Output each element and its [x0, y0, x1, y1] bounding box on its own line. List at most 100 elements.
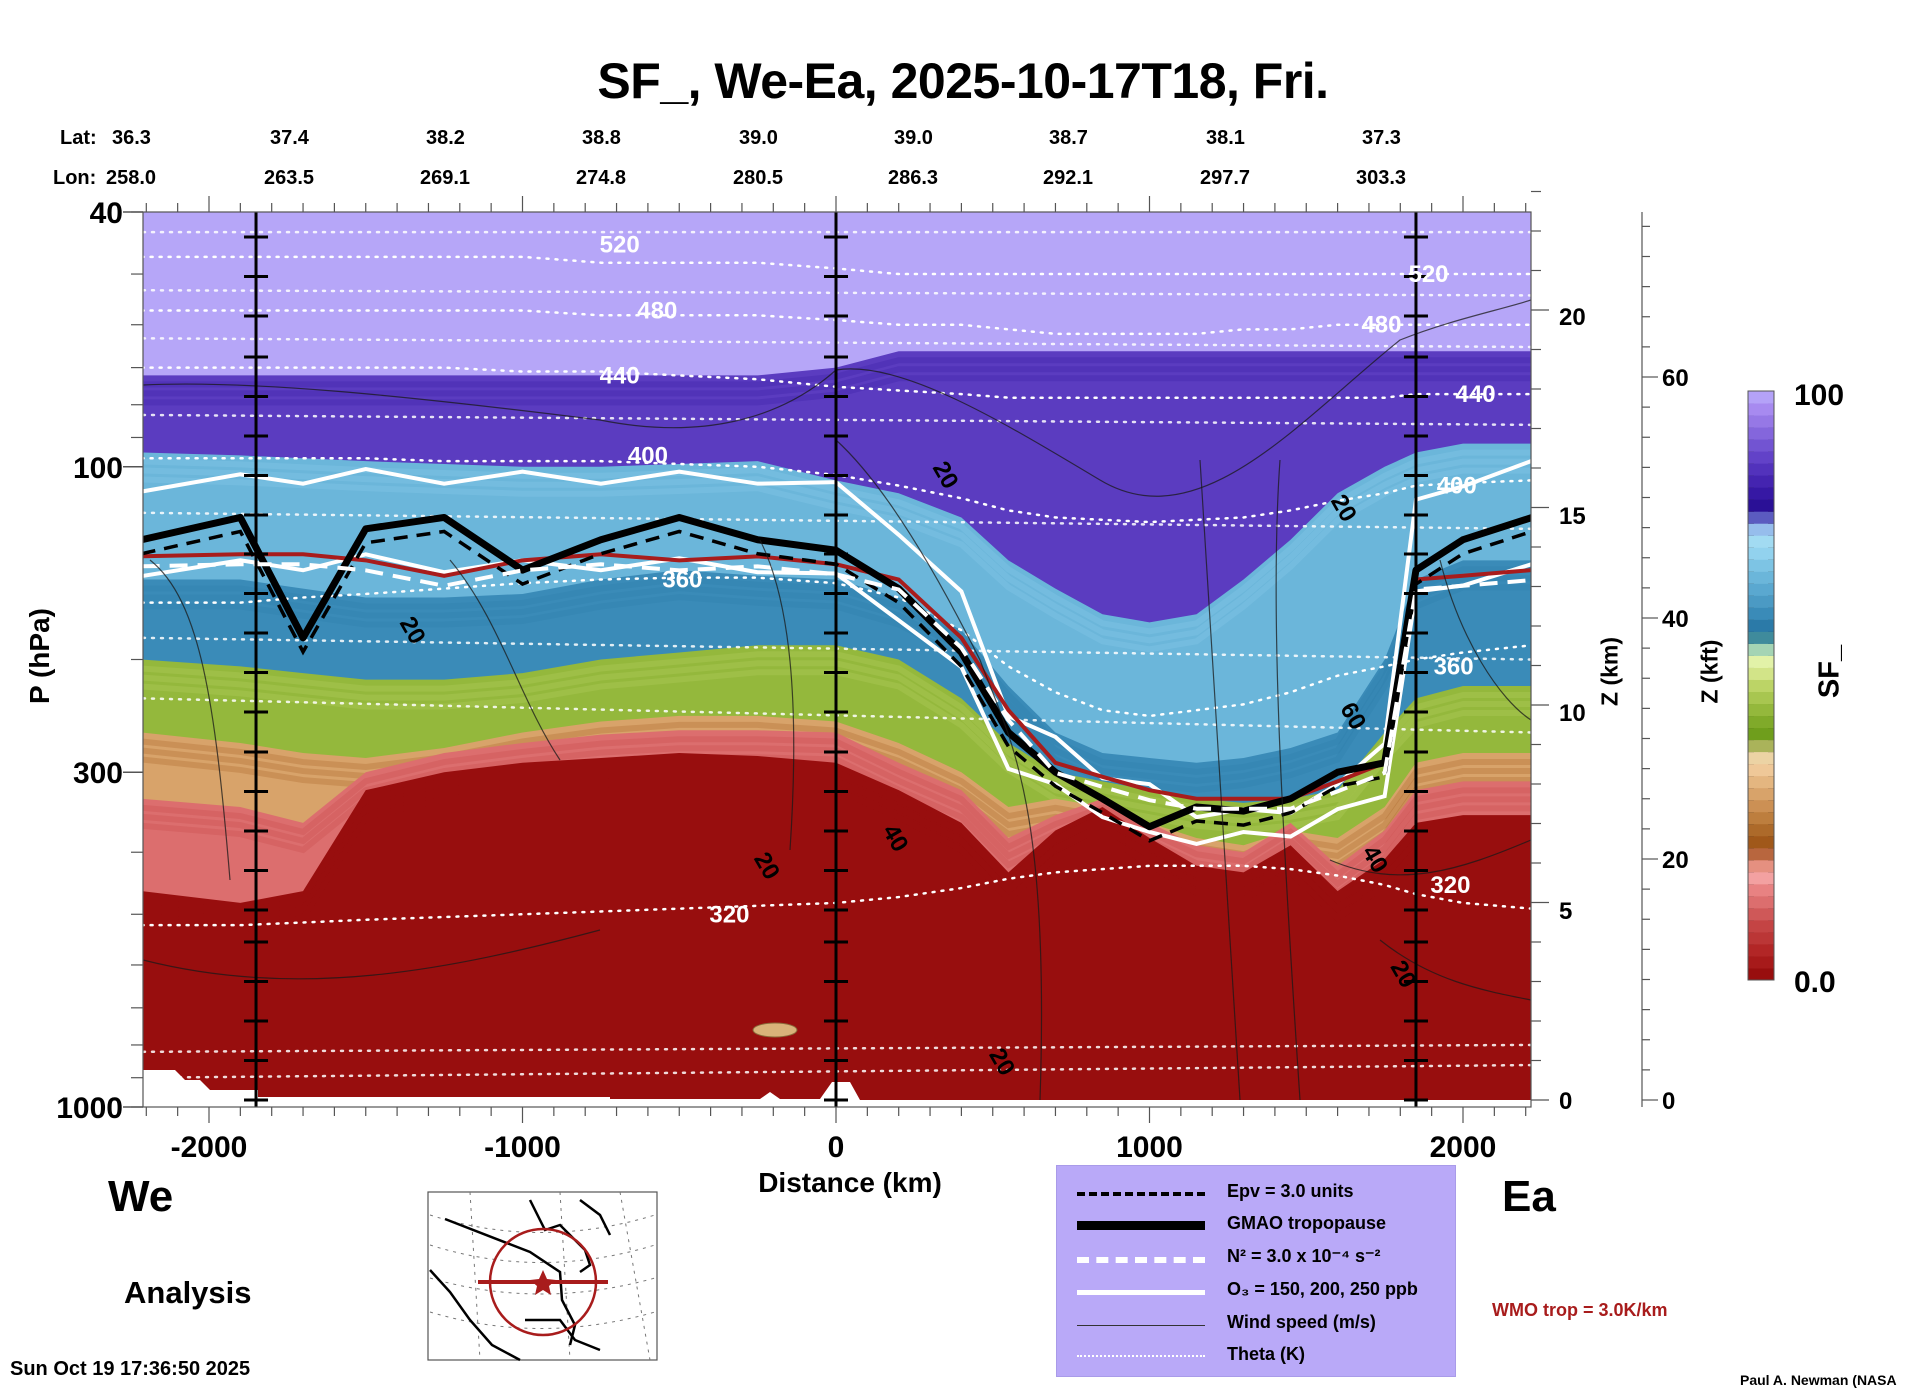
theta-label: 400: [1437, 473, 1477, 500]
colorbar-min-label: 0.0: [1794, 966, 1836, 999]
y-axis-label: P (hPa): [24, 608, 55, 704]
theta-label: 400: [628, 442, 668, 469]
white-dotted-line-icon: [1077, 1355, 1205, 1357]
colorbar-swatch: [1748, 715, 1774, 729]
colorbar-label: SF_: [1813, 644, 1846, 699]
z-kft-tick-label: 20: [1662, 847, 1689, 874]
colorbar-swatch: [1748, 571, 1774, 584]
colorbar-swatch: [1748, 403, 1774, 416]
lon-value: 286.3: [888, 167, 939, 189]
overlay-lines: 5204804404003603205204804404003603202020…: [143, 212, 1531, 1107]
legend-item-theta: Theta (K): [1057, 1341, 1455, 1371]
wind-speed-contour: [1329, 839, 1531, 876]
colorbar-swatch: [1748, 727, 1774, 741]
sf-band-shade: [143, 449, 1531, 635]
z-kft-tick-label: 60: [1662, 365, 1689, 392]
theta-isentrope: [143, 309, 1531, 336]
sf-band-shade: [143, 759, 1531, 915]
colorbar-swatch: [1748, 655, 1774, 668]
map-graticule: [429, 1214, 656, 1233]
thin-line-icon: [1077, 1325, 1205, 1326]
theta-label: 440: [600, 362, 640, 389]
colorbar-swatch: [1748, 859, 1774, 873]
lat-value: 38.8: [582, 127, 621, 149]
colorbar-swatch: [1748, 631, 1774, 644]
z-kft-axis-label: Z (kft): [1696, 639, 1723, 704]
legend-label: Epv = 3.0 units: [1227, 1181, 1354, 1201]
lat-value: 39.0: [894, 127, 933, 149]
legend-item-o3: O₃ = 150, 200, 250 ppb: [1057, 1276, 1455, 1306]
lat-value: 38.7: [1049, 127, 1088, 149]
sf-band-shade: [143, 584, 1531, 793]
colorbar-swatch: [1748, 595, 1774, 608]
x-tick-label: 1000: [1116, 1131, 1183, 1164]
z-km-tick-label: 0: [1559, 1088, 1572, 1115]
colorbar-swatch: [1748, 835, 1774, 849]
map-graticule: [429, 1311, 656, 1329]
map-center-star-icon: [530, 1270, 556, 1295]
wind-speed-contour: [449, 559, 561, 761]
colorbar-swatch: [1748, 739, 1774, 753]
colorbar-swatch: [1748, 559, 1774, 572]
z-km-tick-label: 10: [1559, 700, 1586, 727]
legend-label: Theta (K): [1227, 1344, 1305, 1364]
colorbar-swatch: [1748, 499, 1774, 512]
colorbar: 100 0.0: [1747, 379, 1844, 999]
colorbar-swatch: [1748, 751, 1774, 765]
wind-speed-contour: [1439, 559, 1531, 721]
colorbar-swatch: [1748, 883, 1774, 897]
legend-label: N² = 3.0 x 10⁻⁴ s⁻²: [1227, 1246, 1381, 1266]
map-graticule: [429, 1277, 656, 1295]
theta-label: 360: [1434, 653, 1474, 680]
colorbar-swatch: [1748, 799, 1774, 813]
sf-band-shade: [143, 736, 1531, 879]
colorbar-swatch: [1748, 871, 1774, 885]
y-tick-label: 1000: [56, 1092, 123, 1125]
white-dashed-line-icon: [1077, 1257, 1205, 1263]
black-thick-line-icon: [1077, 1221, 1205, 1230]
theta-label: 480: [1361, 312, 1401, 339]
sf-band-shade: [143, 768, 1531, 924]
z-km-axis-label: Z (km): [1596, 637, 1623, 706]
wind-speed-contour: [143, 299, 1531, 497]
wmo-trop-label: WMO trop = 3.0K/km: [1492, 1300, 1668, 1320]
colorbar-swatch: [1748, 523, 1774, 536]
wind-speed-contour: [835, 439, 1043, 1101]
legend-item-epv: Epv = 3.0 units: [1057, 1178, 1455, 1208]
lon-value: 263.5: [264, 167, 315, 189]
wind-speed-contour: [1199, 459, 1241, 1101]
n2-contour: [143, 562, 1531, 811]
colorbar-swatch: [1748, 691, 1774, 705]
legend-label: Wind speed (m/s): [1227, 1312, 1376, 1332]
theta-label: 320: [1430, 872, 1470, 899]
ozone-contour: [143, 552, 1531, 847]
legend-label: GMAO tropopause: [1227, 1213, 1387, 1233]
lat-value: 38.2: [426, 127, 465, 149]
sf-band-shade: [143, 366, 1531, 397]
locator-map: [427, 1191, 658, 1362]
ground-mask: [143, 1070, 610, 1107]
lat-value: 39.0: [739, 127, 778, 149]
sf-band-shade: [143, 566, 1531, 775]
white-solid-line-icon: [1077, 1290, 1205, 1295]
theta-label: 320: [709, 901, 749, 928]
black-dashed-line-icon: [1077, 1192, 1205, 1196]
colorbar-swatch: [1748, 931, 1774, 945]
axes: 40 100 300 1000 -2000 -1000 0 1000 2000 0 5 10 15 20 0…: [56, 190, 1689, 1164]
lon-value: 269.1: [420, 167, 471, 189]
theta-isentrope: [143, 864, 1531, 927]
wind-speed-contour: [149, 559, 231, 881]
legend-label: O₃ = 150, 200, 250 ppb: [1227, 1279, 1418, 1299]
wind-speed-contour: [1275, 459, 1301, 1101]
colorbar-swatch: [1748, 547, 1774, 560]
z-kft-tick-label: 40: [1662, 606, 1689, 633]
theta-label: 440: [1456, 381, 1496, 408]
x-tick-label: 2000: [1430, 1131, 1497, 1164]
colorbar-swatch: [1748, 811, 1774, 825]
sf-band-shade: [143, 777, 1531, 933]
lon-value: 280.5: [733, 167, 784, 189]
theta-isentrope: [143, 576, 1531, 718]
colorbar-swatch: [1748, 451, 1774, 464]
theta-label: 480: [637, 297, 677, 324]
lon-label: Lon:: [53, 167, 97, 189]
